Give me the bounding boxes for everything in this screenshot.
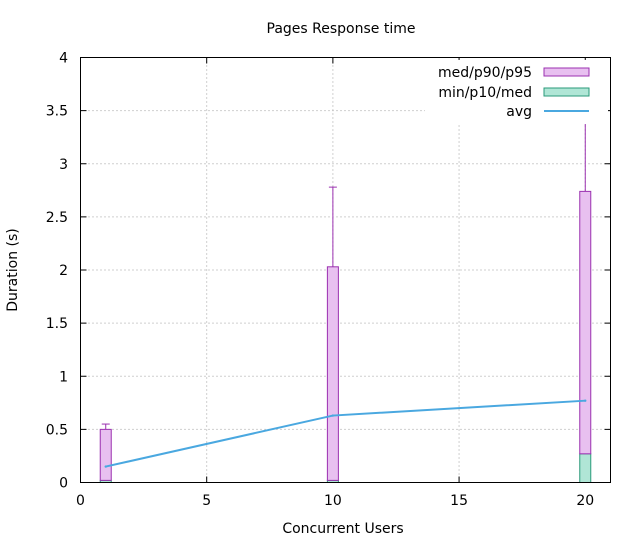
box-min-p10-med bbox=[579, 453, 592, 483]
avg-point bbox=[584, 399, 587, 402]
legend: med/p90/p95 min/p10/med avg bbox=[425, 60, 608, 124]
y-tick-label: 0.5 bbox=[46, 422, 68, 438]
avg-point bbox=[331, 414, 335, 417]
avg-line bbox=[105, 399, 586, 468]
chart-title: Pages Response time bbox=[267, 21, 416, 37]
y-axis-label: Duration (s) bbox=[5, 228, 21, 311]
plot-frame bbox=[80, 57, 611, 483]
legend-label: min/p10/med bbox=[438, 85, 532, 101]
x-tick-label: 15 bbox=[450, 493, 468, 509]
y-tick-label: 3 bbox=[59, 157, 68, 173]
x-tick-label: 5 bbox=[202, 493, 211, 509]
legend-label: avg bbox=[506, 104, 532, 120]
box-med-p90 bbox=[326, 266, 339, 481]
avg-point bbox=[104, 465, 107, 468]
y-tick-label: 4 bbox=[59, 51, 68, 67]
y-tick-label: 1.5 bbox=[46, 316, 68, 332]
y-tick-label: 2.5 bbox=[46, 210, 68, 226]
legend-swatch bbox=[543, 87, 590, 97]
box-med-p90 bbox=[579, 190, 592, 455]
x-tick-label: 10 bbox=[324, 493, 342, 509]
y-tick-label: 2 bbox=[59, 263, 68, 279]
x-axis-label: Concurrent Users bbox=[282, 521, 403, 537]
x-tick-label: 20 bbox=[576, 493, 594, 509]
x-tick-label: 0 bbox=[76, 493, 85, 509]
y-tick-label: 1 bbox=[59, 369, 68, 385]
axis-layer: 0 0.5 1 1.5 2 2.5 3 3.5 4 0 5 10 15 20 bbox=[46, 51, 611, 509]
legend-label: med/p90/p95 bbox=[438, 65, 532, 81]
box-med-p90 bbox=[99, 428, 112, 481]
y-tick-label: 0 bbox=[59, 476, 68, 492]
legend-swatch bbox=[543, 67, 590, 77]
y-tick-label: 3.5 bbox=[46, 104, 68, 120]
data-layer bbox=[99, 62, 592, 483]
